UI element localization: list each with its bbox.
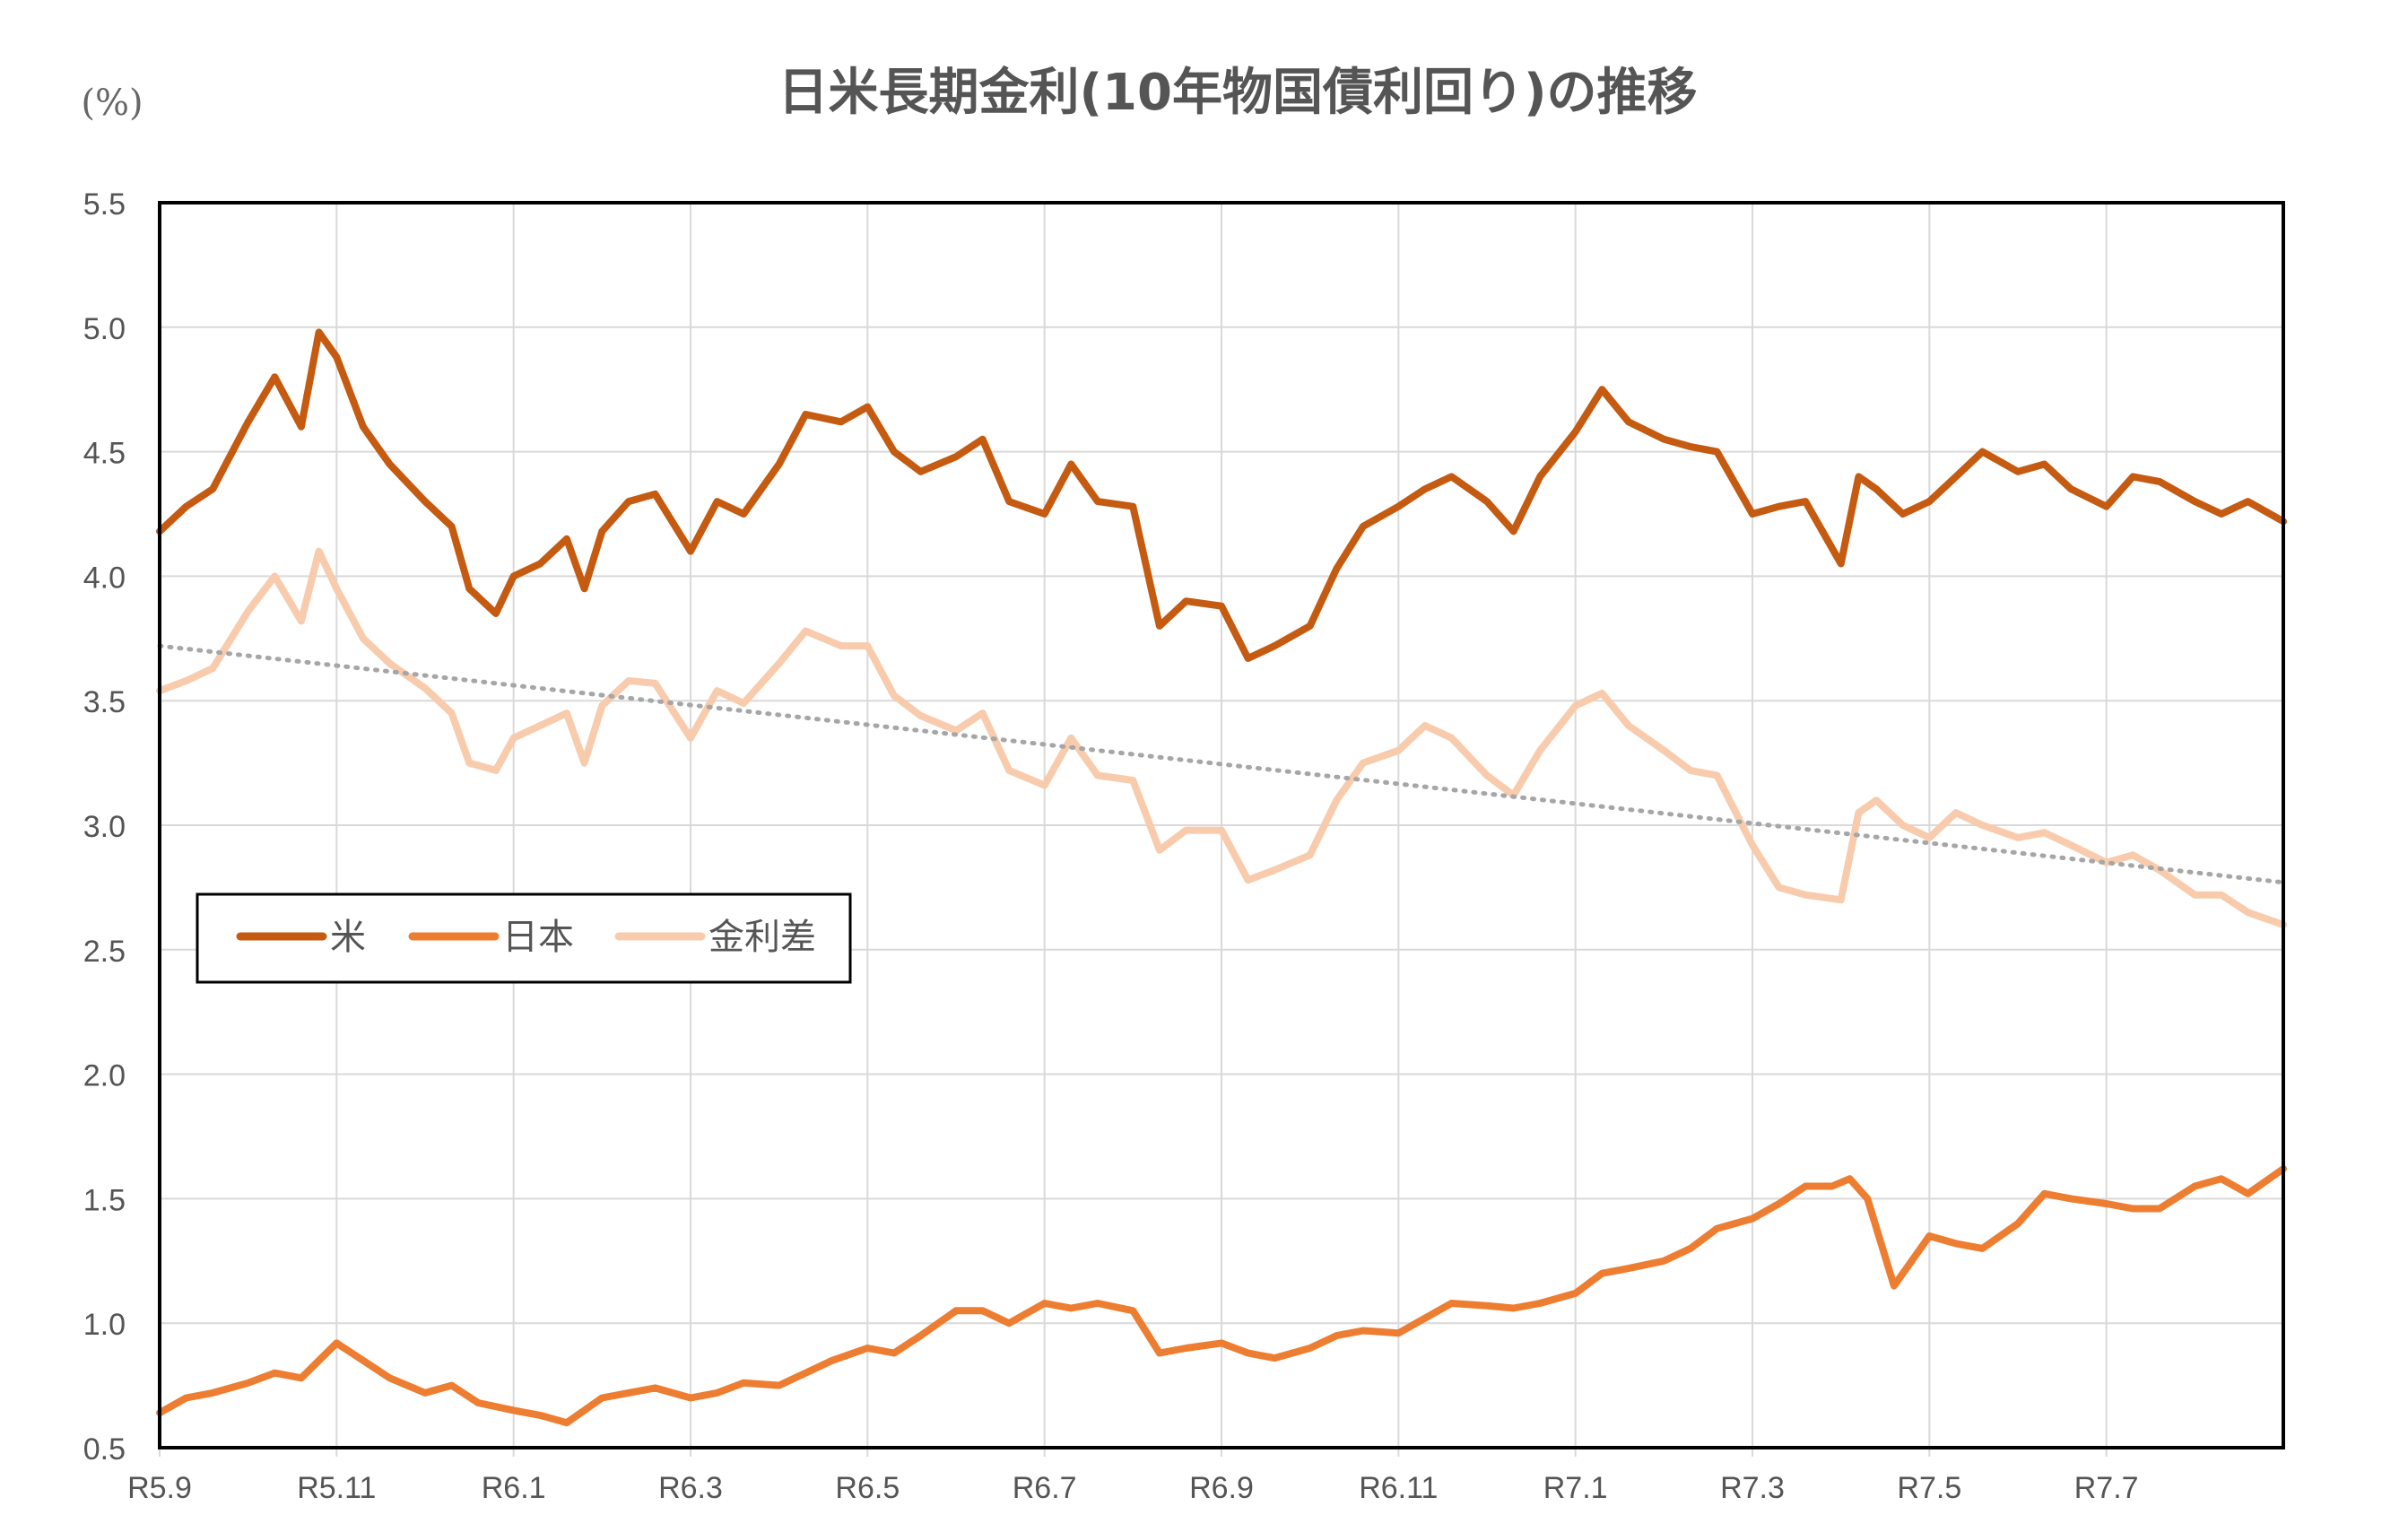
y-tick-label: 2.0 (83, 1059, 126, 1093)
x-tick-label: R7.5 (1897, 1471, 1961, 1505)
y-tick-label: 3.5 (83, 685, 126, 719)
series-layer (156, 328, 2287, 1427)
legend: 米 日本 金利差 (196, 892, 852, 984)
y-tick-label: 4.5 (83, 437, 126, 471)
x-tick-label: R6.11 (1359, 1471, 1438, 1505)
x-tick-label: R5.11 (297, 1471, 376, 1505)
series-line-spread (156, 547, 2287, 928)
x-tick-label: R7.7 (2074, 1471, 2139, 1505)
y-tick-label: 4.0 (83, 561, 126, 595)
x-tick-label: R6.3 (658, 1471, 723, 1505)
plot-frame (158, 201, 2285, 1449)
y-tick-label: 3.0 (83, 810, 126, 844)
y-tick-label: 1.0 (83, 1308, 126, 1342)
x-tick-label: R7.1 (1543, 1471, 1608, 1505)
series-line-us (156, 328, 2287, 662)
y-axis-ticks: 0.5 1.0 1.5 2.0 2.5 3.0 3.5 4.0 4.5 5.0 5.5 (83, 187, 126, 1467)
legend-label-us: 米 (330, 917, 366, 958)
legend-label-japan: 日本 (502, 917, 574, 958)
x-tick-label: R6.5 (835, 1471, 900, 1505)
x-tick-label: R5.9 (127, 1471, 192, 1505)
y-axis-unit: (%) (81, 83, 143, 124)
x-tick-label: R7.3 (1720, 1471, 1785, 1505)
y-tick-label: 0.5 (83, 1432, 126, 1467)
y-tick-label: 2.5 (83, 935, 126, 969)
y-tick-label: 1.5 (83, 1183, 126, 1217)
x-tick-label: R6.9 (1189, 1471, 1254, 1505)
y-tick-label: 5.0 (83, 312, 126, 346)
x-tick-label: R6.1 (482, 1471, 546, 1505)
x-tick-label: R6.7 (1013, 1471, 1077, 1505)
chart-title: 日米長期金利(10年物国債利回り)の推移 (778, 64, 1697, 122)
y-tick-label: 5.5 (83, 187, 126, 222)
series-line-japan (156, 1165, 2287, 1427)
series-line-trend (157, 643, 2286, 885)
x-axis-ticks: R5.9 R5.11 R6.1 R6.3 R6.5 R6.7 R6.9 R6.11 R7.1 R7… (127, 1471, 2138, 1505)
legend-label-spread: 金利差 (708, 917, 816, 958)
